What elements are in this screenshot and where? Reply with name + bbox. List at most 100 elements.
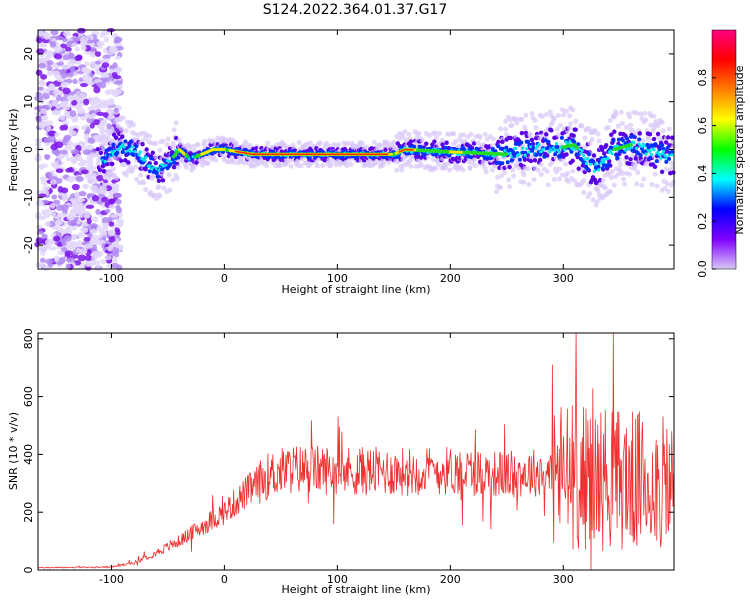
ridge-halo bbox=[167, 187, 173, 193]
ridge-outer bbox=[604, 143, 609, 148]
ridge-outer bbox=[444, 140, 449, 145]
ridge-halo bbox=[557, 122, 563, 128]
ridge-mid bbox=[526, 139, 531, 144]
noise-dot bbox=[37, 243, 46, 248]
figure-title: S124.2022.364.01.37.G17 bbox=[263, 2, 448, 18]
noise-dot bbox=[100, 259, 107, 264]
ridge-halo bbox=[123, 172, 129, 178]
noise-dot bbox=[38, 62, 46, 69]
ridge-outer bbox=[97, 167, 103, 172]
noise-dot bbox=[71, 202, 79, 207]
ridge-outer bbox=[150, 150, 155, 155]
snr-frame bbox=[37, 332, 675, 571]
ridge-halo bbox=[299, 156, 305, 162]
noise-dot bbox=[85, 261, 91, 268]
ridge-core-red bbox=[358, 153, 360, 156]
noise-dot bbox=[96, 124, 105, 129]
noise-dot bbox=[78, 141, 87, 147]
colorbar-frame bbox=[711, 29, 737, 270]
ridge-halo bbox=[373, 159, 379, 165]
noise-dot bbox=[80, 36, 89, 44]
ridge-halo bbox=[288, 163, 294, 169]
ridge-halo bbox=[587, 191, 593, 197]
noise-dot bbox=[70, 208, 77, 214]
noise-dot bbox=[75, 248, 82, 253]
ridge-core-red bbox=[279, 153, 282, 156]
ridge-core-red bbox=[245, 152, 248, 155]
noise-dot bbox=[62, 54, 71, 61]
ridge-core-green bbox=[629, 142, 633, 147]
ridge-halo bbox=[346, 158, 352, 164]
ridge-outer bbox=[500, 139, 505, 144]
ridge-inner bbox=[138, 150, 142, 154]
ridge-outer bbox=[655, 131, 661, 137]
ridge-halo bbox=[400, 134, 406, 140]
ridge-halo bbox=[461, 132, 467, 138]
ridge-inner bbox=[537, 143, 541, 147]
noise-dot bbox=[96, 200, 104, 205]
noise-dot bbox=[69, 198, 78, 203]
ridge-mid bbox=[154, 171, 159, 176]
ridge-core-red bbox=[327, 153, 329, 156]
ridge-inner bbox=[624, 148, 628, 152]
noise-dot bbox=[34, 95, 44, 102]
ridge-core-red bbox=[363, 153, 366, 156]
ridge-halo bbox=[568, 121, 574, 127]
ridge-core-red bbox=[300, 153, 302, 156]
ridge-mid bbox=[576, 142, 581, 147]
ridge-halo bbox=[240, 143, 246, 149]
ridge-mid bbox=[600, 166, 605, 171]
ridge-halo bbox=[639, 182, 645, 188]
noise-dot bbox=[99, 99, 109, 105]
ridge-halo bbox=[141, 180, 147, 186]
ridge-halo bbox=[497, 126, 503, 132]
noise-dot bbox=[60, 43, 68, 49]
ridge-halo bbox=[435, 161, 441, 167]
ridge-halo bbox=[213, 157, 219, 163]
ridge-core-red bbox=[289, 153, 291, 156]
noise-dot bbox=[54, 255, 60, 263]
ridge-inner bbox=[541, 147, 545, 152]
noise-dot bbox=[74, 104, 82, 110]
ridge-core-red bbox=[325, 153, 328, 156]
ridge-core-red bbox=[323, 153, 325, 156]
ridge-mid bbox=[467, 146, 472, 151]
ridge-halo bbox=[468, 131, 474, 137]
ridge-halo bbox=[363, 144, 369, 150]
ridge-halo bbox=[611, 182, 617, 188]
ridge-inner bbox=[563, 148, 567, 152]
ridge-halo bbox=[495, 156, 501, 162]
ridge-core-red bbox=[355, 153, 358, 156]
ridge-halo bbox=[460, 167, 466, 173]
noise-dot bbox=[111, 72, 118, 77]
noise-dot bbox=[108, 198, 116, 205]
ridge-core-red bbox=[321, 153, 324, 156]
ridge-inner bbox=[514, 146, 518, 150]
ridge-inner bbox=[603, 157, 607, 161]
y-tick-label: 20 bbox=[22, 47, 35, 61]
ridge-halo bbox=[205, 160, 211, 166]
ridge-core-red bbox=[271, 153, 273, 156]
ridge-halo bbox=[640, 138, 646, 144]
ridge-inner bbox=[660, 152, 664, 156]
noise-dot bbox=[60, 72, 69, 79]
ridge-inner bbox=[525, 147, 529, 151]
ridge-outer bbox=[120, 134, 125, 139]
ridge-outer bbox=[609, 132, 614, 137]
ridge-inner bbox=[148, 164, 152, 168]
noise-dot bbox=[89, 152, 96, 159]
noise-dot bbox=[79, 227, 89, 232]
ridge-mid bbox=[123, 139, 128, 144]
noise-dot bbox=[64, 250, 73, 256]
ridge-outer bbox=[573, 127, 578, 132]
ridge-mid bbox=[631, 134, 636, 139]
ridge-halo bbox=[497, 185, 503, 191]
ridge-halo bbox=[132, 164, 138, 170]
ridge-halo bbox=[540, 142, 546, 148]
ridge-mid bbox=[128, 139, 133, 144]
ridge-inner bbox=[606, 156, 610, 161]
ridge-inner bbox=[523, 153, 527, 157]
spectrogram-x-label: Height of straight line (km) bbox=[281, 283, 430, 296]
ridge-core-red bbox=[283, 153, 286, 156]
noise-dot bbox=[53, 88, 59, 96]
